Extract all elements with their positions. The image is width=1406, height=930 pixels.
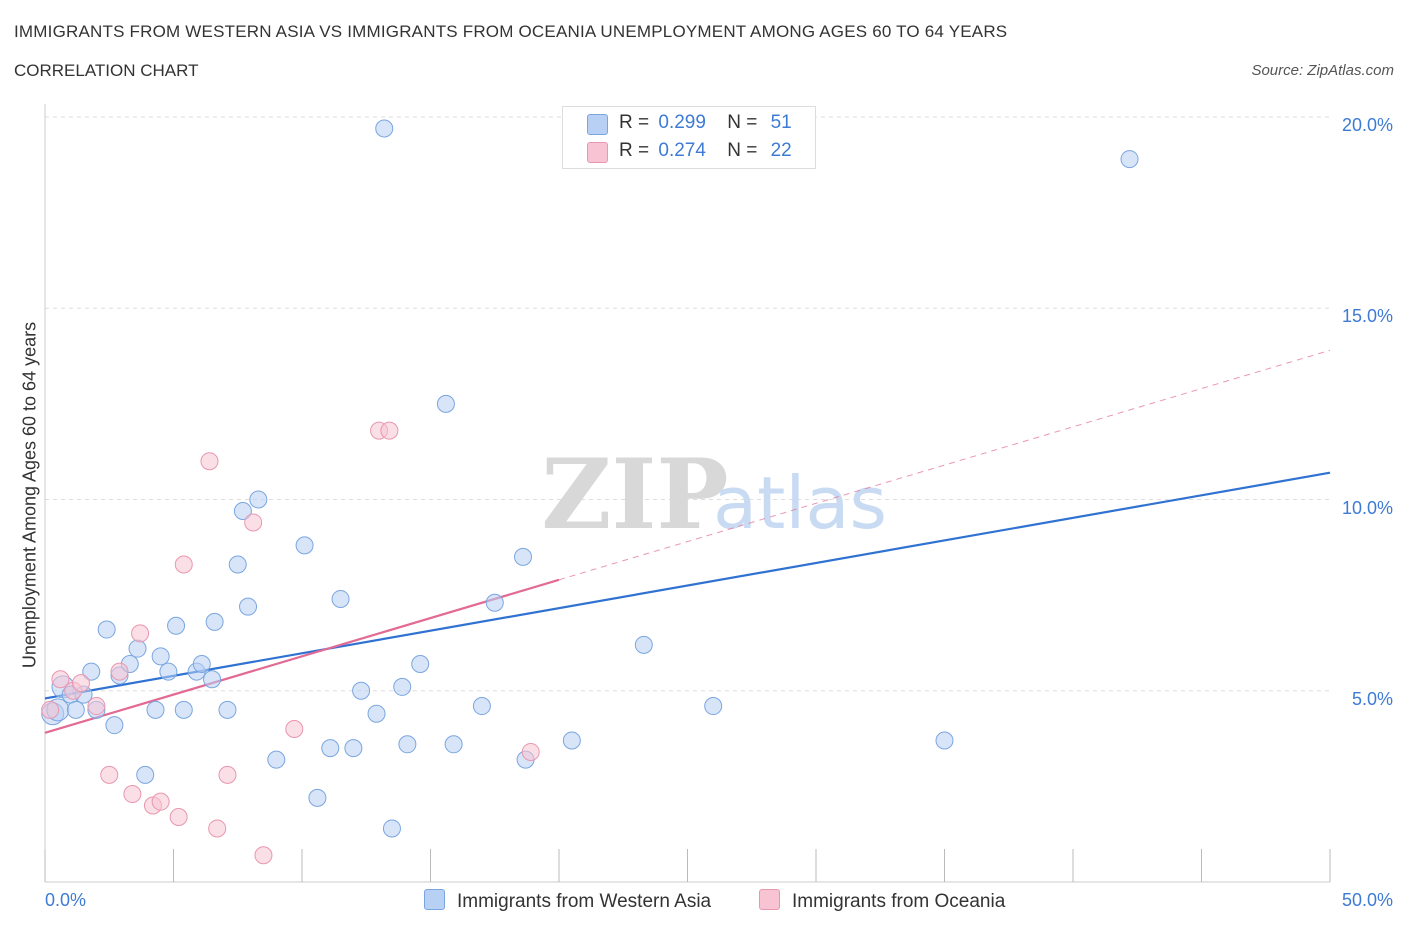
point-western-asia (382, 819, 401, 838)
r-value: 0.274 (658, 140, 706, 161)
n-value: 51 (770, 112, 792, 133)
point-western-asia (634, 635, 653, 654)
point-western-asia (562, 731, 581, 750)
point-western-asia (167, 616, 186, 635)
n-value: 22 (770, 140, 792, 161)
x-tick-label: 0.0% (45, 890, 87, 910)
point-western-asia (97, 620, 116, 639)
axes (44, 104, 1331, 883)
point-western-asia (375, 119, 394, 138)
point-oceania (254, 846, 273, 865)
point-oceania (208, 819, 227, 838)
point-western-asia (228, 555, 247, 574)
stats-legend: R = 0.299 N = 51 R = 0.274 N = 22 (562, 106, 816, 169)
point-western-asia (218, 700, 237, 719)
legend-swatch-western-asia (424, 889, 445, 910)
watermark-zip: ZIP (541, 438, 728, 551)
y-tick-label: 15.0% (1341, 306, 1393, 327)
point-oceania (131, 624, 150, 643)
legend-swatch-oceania (759, 889, 780, 910)
point-oceania (218, 765, 237, 784)
trend-western-asia (44, 471, 1331, 700)
y-tick-label: 5.0% (1351, 688, 1393, 709)
point-western-asia (295, 536, 314, 555)
point-western-asia (1120, 150, 1139, 169)
x-tick-label: 50.0% (1341, 890, 1393, 910)
source-credit: Source: ZipAtlas.com (1251, 62, 1394, 79)
point-western-asia (331, 589, 350, 608)
point-western-asia (128, 639, 147, 658)
point-western-asia (203, 670, 222, 689)
point-western-asia (66, 700, 85, 719)
point-western-asia (935, 731, 954, 750)
point-western-asia (82, 662, 101, 681)
point-oceania (174, 555, 193, 574)
point-western-asia (411, 654, 430, 673)
legend-swatch-oceania (587, 142, 608, 163)
trend-oceania-extension (558, 349, 1331, 581)
point-oceania (123, 785, 142, 804)
point-western-asia (514, 547, 533, 566)
point-western-asia (249, 490, 268, 509)
bottom-legend-oceania: Immigrants from Oceania (759, 889, 1005, 913)
point-western-asia (239, 597, 258, 616)
point-oceania (41, 700, 60, 719)
point-western-asia (352, 681, 371, 700)
point-oceania (51, 670, 70, 689)
point-western-asia (159, 662, 178, 681)
point-western-asia (267, 750, 286, 769)
n-label: N = (727, 112, 758, 133)
point-oceania (380, 421, 399, 440)
point-western-asia (136, 765, 155, 784)
point-western-asia (367, 704, 386, 723)
point-western-asia (436, 394, 455, 413)
bottom-legend-western-asia: Immigrants from Western Asia (424, 889, 711, 913)
point-western-asia (151, 647, 170, 666)
point-oceania (151, 792, 170, 811)
point-western-asia (174, 700, 193, 719)
point-oceania (244, 513, 263, 532)
chart-subtitle: CORRELATION CHART (14, 61, 199, 80)
point-oceania (521, 742, 540, 761)
data-points (41, 119, 1139, 865)
point-oceania (100, 765, 119, 784)
point-oceania (285, 720, 304, 738)
r-value: 0.299 (658, 112, 706, 133)
point-western-asia (704, 697, 723, 716)
point-western-asia (472, 697, 491, 716)
point-western-asia (192, 654, 211, 673)
gridlines (45, 116, 1330, 692)
watermark-atlas: atlas (713, 461, 887, 545)
watermark: ZIP atlas (541, 438, 887, 551)
point-western-asia (485, 593, 504, 612)
point-western-asia (146, 700, 165, 719)
point-western-asia (105, 716, 124, 735)
r-label: R = (619, 140, 650, 161)
point-oceania (110, 662, 129, 681)
point-western-asia (344, 739, 363, 758)
n-label: N = (727, 140, 758, 161)
chart-title: IMMIGRANTS FROM WESTERN ASIA VS IMMIGRAN… (14, 22, 1008, 41)
point-western-asia (205, 612, 224, 631)
legend-label-oceania: Immigrants from Oceania (792, 891, 1006, 912)
point-oceania (200, 452, 219, 471)
point-western-asia (398, 735, 417, 754)
y-tick-label: 10.0% (1341, 497, 1393, 518)
point-western-asia (321, 739, 340, 758)
point-western-asia (444, 735, 463, 754)
point-oceania (169, 807, 188, 826)
point-western-asia (308, 788, 327, 807)
point-oceania (71, 674, 90, 693)
point-oceania (87, 697, 106, 716)
trend-lines (44, 349, 1331, 734)
point-western-asia (393, 677, 412, 696)
y-tick-label: 20.0% (1341, 115, 1393, 135)
r-label: R = (619, 112, 650, 133)
legend-label-western-asia: Immigrants from Western Asia (457, 891, 712, 912)
trend-oceania (44, 578, 560, 734)
legend-swatch-western-asia (587, 114, 608, 135)
point-western-asia (233, 501, 252, 520)
